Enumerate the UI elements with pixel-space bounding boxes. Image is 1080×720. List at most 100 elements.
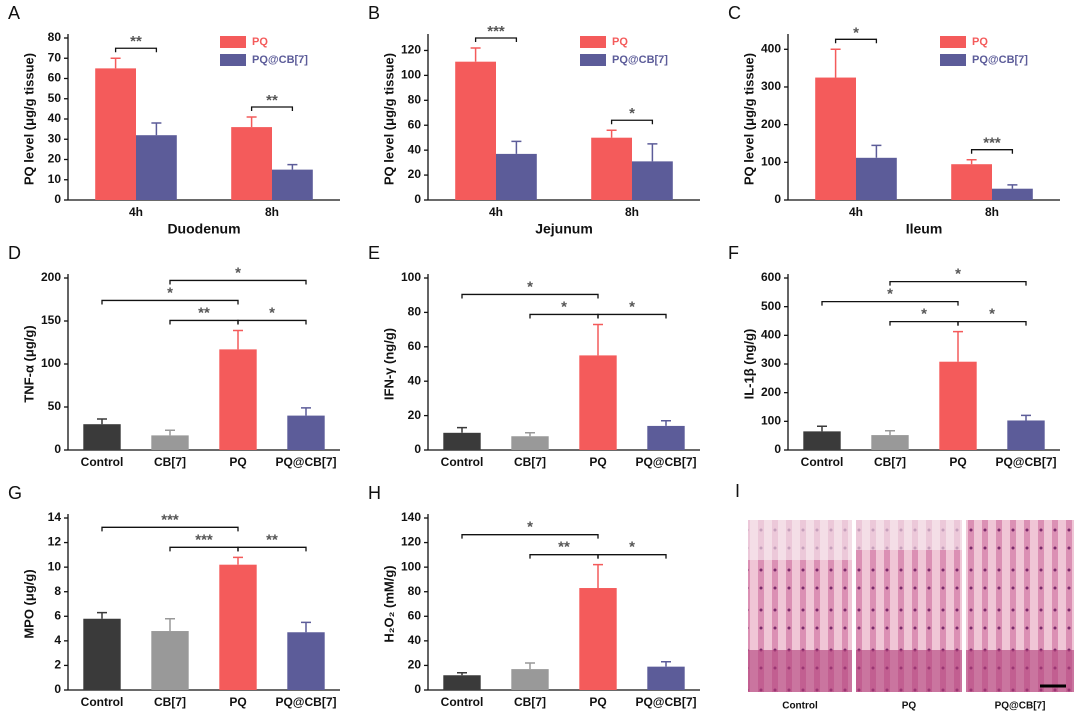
legend-label: PQ bbox=[972, 36, 988, 48]
significance-label: ** bbox=[198, 304, 210, 321]
y-axis-label: PQ level (μg/g tissue) bbox=[21, 53, 36, 185]
y-tick-label: 80 bbox=[408, 92, 422, 106]
error-bar bbox=[871, 144, 882, 158]
y-axis-label: IFN-γ (ng/g) bbox=[381, 328, 396, 400]
y-tick-label: 140 bbox=[401, 510, 421, 524]
panel-letter: I bbox=[735, 481, 740, 501]
significance-label: *** bbox=[487, 23, 505, 40]
x-tick-label: 8h bbox=[985, 205, 999, 219]
bar bbox=[443, 432, 481, 450]
significance-label: ** bbox=[558, 539, 570, 556]
y-tick-label: 400 bbox=[761, 328, 781, 342]
bar bbox=[136, 135, 177, 200]
bar bbox=[95, 68, 136, 200]
x-tick-label: CB[7] bbox=[154, 695, 186, 709]
error-bar bbox=[606, 129, 617, 138]
y-axis-label: PQ level (μg/g tissue) bbox=[381, 53, 396, 185]
y-tick-label: 100 bbox=[401, 270, 421, 284]
error-bar bbox=[470, 47, 481, 62]
bar bbox=[455, 61, 496, 200]
significance-label: * bbox=[989, 306, 995, 323]
y-tick-label: 60 bbox=[408, 608, 422, 622]
bar bbox=[992, 188, 1033, 200]
bar bbox=[579, 588, 617, 690]
y-axis-label: MPO (μg/g) bbox=[21, 569, 36, 638]
significance-bracket bbox=[237, 319, 307, 325]
significance-bracket bbox=[114, 47, 158, 53]
y-axis-label: PQ level (μg/g tissue) bbox=[741, 53, 756, 185]
bar bbox=[287, 415, 325, 450]
y-tick-label: 0 bbox=[54, 682, 61, 696]
legend-swatch bbox=[580, 36, 606, 48]
x-tick-label: PQ bbox=[589, 455, 606, 469]
y-tick-label: 200 bbox=[761, 117, 781, 131]
y-tick-label: 2 bbox=[54, 658, 61, 672]
bar bbox=[511, 669, 549, 690]
y-tick-label: 20 bbox=[408, 408, 422, 422]
error-bar bbox=[525, 662, 535, 670]
y-tick-label: 10 bbox=[48, 172, 62, 186]
histology-images bbox=[748, 520, 1074, 692]
significance-bracket bbox=[169, 279, 307, 285]
x-tick-label: PQ@CB[7] bbox=[635, 695, 696, 709]
lumen bbox=[856, 520, 962, 550]
y-axis-label: H₂O₂ (mM/g) bbox=[381, 565, 396, 642]
error-bar bbox=[301, 621, 311, 633]
x-tick-label: CB[7] bbox=[154, 455, 186, 469]
bar bbox=[951, 164, 992, 200]
significance-label: * bbox=[955, 266, 961, 283]
legend-swatch bbox=[220, 36, 246, 48]
panel-letter: F bbox=[728, 243, 739, 263]
y-tick-label: 4 bbox=[54, 633, 61, 647]
significance-bracket bbox=[889, 280, 1027, 286]
x-tick-label: 4h bbox=[489, 205, 503, 219]
significance-label: * bbox=[527, 519, 533, 536]
y-axis-label: TNF-α (μg/g) bbox=[21, 325, 36, 402]
error-bar bbox=[593, 563, 603, 589]
y-tick-label: 40 bbox=[408, 142, 422, 156]
legend-label: PQ bbox=[612, 36, 628, 48]
legend-label: PQ@CB[7] bbox=[612, 54, 668, 66]
y-tick-label: 20 bbox=[408, 167, 422, 181]
x-tick-label: Control bbox=[81, 695, 124, 709]
y-tick-label: 200 bbox=[41, 270, 61, 284]
significance-label: * bbox=[629, 105, 635, 122]
bar bbox=[871, 435, 909, 450]
y-tick-label: 100 bbox=[401, 559, 421, 573]
x-tick-label: 4h bbox=[129, 205, 143, 219]
x-tick-label: PQ@CB[7] bbox=[995, 455, 1056, 469]
x-tick-label: PQ@CB[7] bbox=[635, 455, 696, 469]
bar bbox=[815, 77, 856, 200]
x-tick-label: Control bbox=[81, 455, 124, 469]
significance-label: *** bbox=[161, 511, 179, 528]
y-tick-label: 50 bbox=[48, 91, 62, 105]
error-bar bbox=[1021, 414, 1031, 421]
y-tick-label: 50 bbox=[48, 399, 62, 413]
error-bar bbox=[593, 323, 603, 356]
bar bbox=[287, 632, 325, 690]
error-bar bbox=[885, 430, 895, 436]
y-tick-label: 300 bbox=[761, 356, 781, 370]
y-tick-label: 500 bbox=[761, 299, 781, 313]
y-tick-label: 80 bbox=[408, 584, 422, 598]
x-axis-label: Jejunum bbox=[535, 221, 593, 237]
significance-label: ** bbox=[130, 33, 142, 50]
y-tick-label: 200 bbox=[761, 385, 781, 399]
significance-bracket bbox=[474, 37, 518, 42]
bar bbox=[496, 153, 537, 200]
x-tick-label: CB[7] bbox=[514, 695, 546, 709]
error-bar bbox=[233, 556, 243, 565]
image-label: Control bbox=[782, 701, 818, 712]
error-bar bbox=[246, 116, 257, 128]
bar bbox=[591, 137, 632, 200]
x-tick-label: Control bbox=[441, 695, 484, 709]
bar bbox=[443, 675, 481, 690]
error-bar bbox=[165, 617, 175, 632]
bar bbox=[151, 631, 189, 690]
y-tick-label: 0 bbox=[414, 442, 421, 456]
x-tick-label: 8h bbox=[265, 205, 279, 219]
y-tick-label: 80 bbox=[48, 30, 62, 44]
error-bar bbox=[301, 407, 311, 416]
y-tick-label: 100 bbox=[761, 414, 781, 428]
